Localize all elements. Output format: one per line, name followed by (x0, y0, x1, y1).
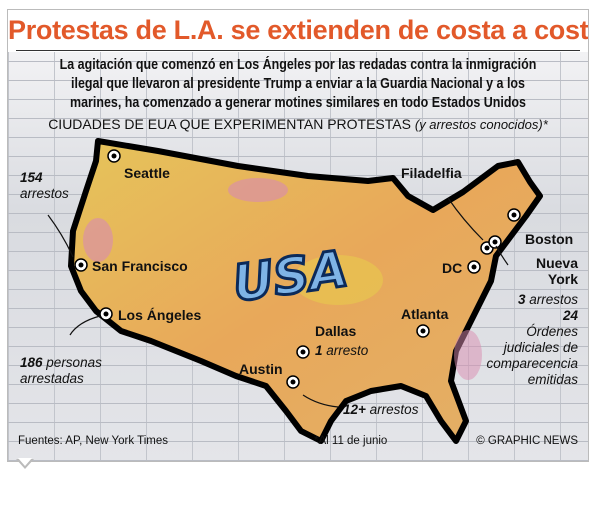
la-arrests-text: personas (46, 355, 102, 370)
map-heading: CIUDADES DE EUA QUE EXPERIMENTAN PROTEST… (8, 116, 588, 133)
city-label-los-angeles: Los Ángeles (118, 307, 202, 323)
infographic: Protestas de L.A. se extienden de costa … (7, 9, 589, 462)
title: Protestas de L.A. se extienden de costa … (8, 15, 589, 45)
seattle-note: 154 arrestos (20, 170, 69, 202)
ny-orders-text: Órdenes (526, 324, 578, 339)
city-label-new-york: Nueva York (535, 255, 578, 287)
city-label-dc: DC (442, 260, 463, 276)
city-label-boston: Boston (525, 231, 574, 247)
credit: © GRAPHIC NEWS (476, 435, 578, 447)
subtitle: La agitación que comenzó en Los Ángeles … (8, 56, 588, 113)
dallas-arrests-count: 1 (315, 343, 323, 358)
date-note: *Al 11 de junio (314, 435, 388, 447)
city-marker-dallas (296, 345, 310, 359)
yellow-patch (293, 255, 383, 305)
city-marker-dc (467, 260, 481, 274)
ny-orders-text: comparecencia (486, 356, 578, 371)
seattle-arrests-text: arrestos (20, 186, 69, 201)
callout-arrows (47, 197, 509, 408)
subtitle-line: ilegal que llevaron al presidente Trump … (71, 76, 525, 92)
seattle-arrests-count: 154 (20, 170, 43, 185)
subtitle-line: marines, ha comenzado a generar motines … (70, 95, 526, 111)
austin-arrests-text: arrestos (369, 402, 419, 417)
city-marker-boston (507, 208, 521, 222)
city-marker-san-francisco (74, 258, 88, 272)
austin-arrests-count: 12+ (343, 402, 366, 417)
la-arrests-count: 186 (20, 355, 43, 370)
city-marker-new-york (488, 235, 502, 249)
pink-patch (454, 330, 482, 380)
heading-note: (y arrestos conocidos)* (414, 117, 548, 132)
city-marker-austin (286, 375, 300, 389)
la-arrests-text: arrestadas (20, 371, 84, 386)
city-label-philadelphia: Filadelfia (401, 165, 462, 181)
ny-orders-text: judiciales de (503, 340, 578, 355)
city-label-seattle: Seattle (124, 165, 170, 181)
la-note: 186 personas arrestadas (20, 355, 102, 387)
ny-orders-text: emitidas (527, 372, 578, 387)
ny-orders-count: 24 (562, 308, 578, 323)
dallas-arrests-text: arresto (326, 343, 369, 358)
dallas-note: 1 arresto (315, 343, 368, 359)
pink-patch (83, 218, 113, 262)
ny-arrests-count: 3 (517, 292, 526, 307)
city-label-atlanta: Atlanta (401, 306, 449, 322)
city-label-austin: Austin (239, 361, 283, 377)
source-note: Fuentes: AP, New York Times (18, 435, 169, 447)
callout-tail-fill (18, 458, 32, 466)
city-marker-atlanta (416, 324, 430, 338)
title-rule (16, 50, 580, 51)
city-label-dallas: Dallas (315, 323, 357, 339)
pink-patch (228, 178, 288, 202)
us-map: USA (47, 138, 543, 444)
city-label-san-francisco: San Francisco (92, 258, 188, 274)
subtitle-line: La agitación que comenzó en Los Ángeles … (59, 57, 537, 73)
ny-arrests-text: arrestos (529, 292, 578, 307)
heading-text: CIUDADES DE EUA QUE EXPERIMENTAN PROTEST… (48, 116, 411, 132)
city-marker-los-angeles (99, 307, 113, 321)
austin-note: 12+ arrestos (343, 402, 418, 418)
city-marker-seattle (107, 149, 121, 163)
ny-note: 3 arrestos 24 Órdenes judiciales de comp… (478, 292, 578, 388)
